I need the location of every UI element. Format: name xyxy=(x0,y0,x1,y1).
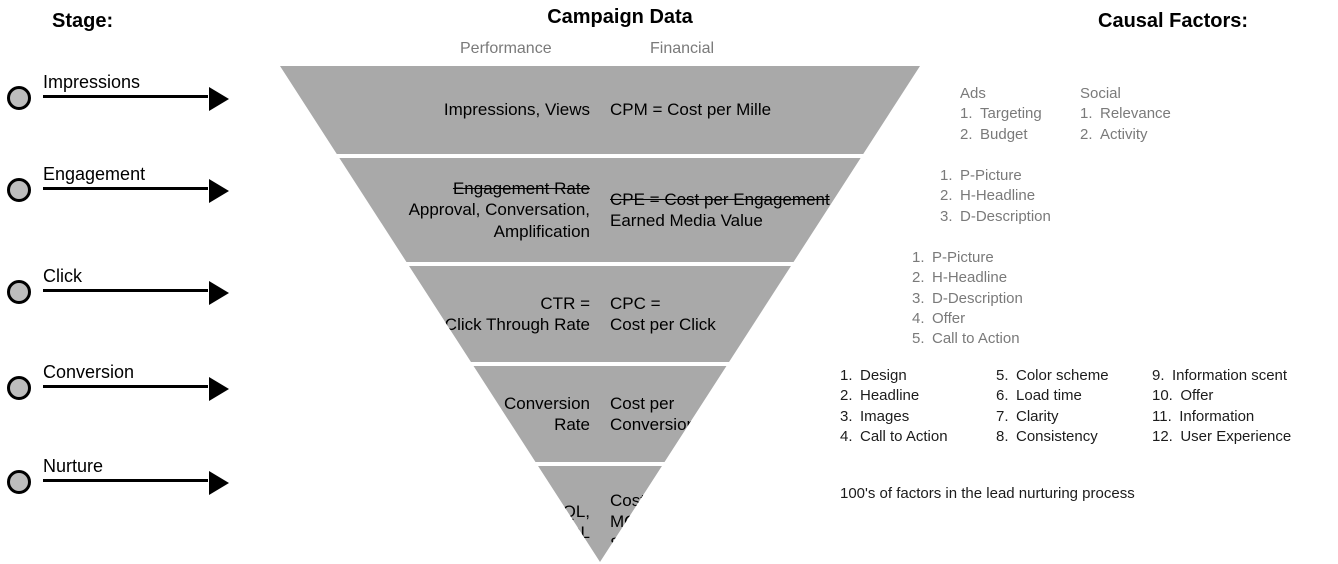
stage-arrow-engagement: Engagement xyxy=(5,170,230,210)
causal-item: 1. P-Picture xyxy=(912,248,1023,268)
stage-label: Impressions xyxy=(43,72,208,98)
funnel-performance-cell: ConversionRate xyxy=(280,366,600,462)
causal-conversion-column: 1. Design2. Headline3. Images4. Call to … xyxy=(840,366,990,447)
funnel-financial-cell: CPE = Cost per EngagementEarned Media Va… xyxy=(600,158,920,262)
causal-item: 6. Load time xyxy=(996,386,1146,406)
causal-item: 2. H-Headline xyxy=(940,186,1051,206)
funnel-text: Engagement Rate xyxy=(453,178,590,199)
arrow-head-icon xyxy=(209,179,229,203)
funnel-text: CPM = Cost per Mille xyxy=(610,99,771,120)
funnel-text: Impressions, Views xyxy=(444,99,590,120)
funnel-text: SQL xyxy=(556,522,590,543)
causal-conversion-column: 5. Color scheme6. Load time7. Clarity8. … xyxy=(996,366,1146,447)
causal-item: 9. Information scent xyxy=(1152,366,1322,386)
causal-item: 2. Headline xyxy=(840,386,990,406)
causal-ads-header: Ads xyxy=(960,84,1080,104)
causal-item: 11. Information xyxy=(1152,407,1322,427)
funnel-performance-cell: MQL,SQL xyxy=(280,466,600,562)
header-stage: Stage: xyxy=(52,10,113,33)
causal-row-impressions: Ads1. Targeting2. BudgetSocial1. Relevan… xyxy=(960,84,1210,145)
stage-label: Conversion xyxy=(43,362,208,388)
causal-item: 3. D-Description xyxy=(940,207,1051,227)
header-causal: Causal Factors: xyxy=(1098,10,1248,33)
causal-item: 8. Consistency xyxy=(996,427,1146,447)
causal-item: 1. Relevance xyxy=(1080,104,1210,124)
causal-item: 12. User Experience xyxy=(1152,427,1322,447)
funnel-text: Earned Media Value xyxy=(610,210,763,231)
funnel-text: Rate xyxy=(554,414,590,435)
causal-item: 2. Activity xyxy=(1080,125,1210,145)
causal-item: 1. Targeting xyxy=(960,104,1080,124)
subhead-financial: Financial xyxy=(650,40,714,58)
causal-item: 2. Budget xyxy=(960,125,1080,145)
funnel-row-2: CTR =Click Through RateCPC =Cost per Cli… xyxy=(280,266,920,362)
funnel-text: Conversion xyxy=(610,414,696,435)
stage-arrow-click: Click xyxy=(5,272,230,312)
funnel-text: Approval, Conversation, xyxy=(409,199,590,220)
stage-label: Nurture xyxy=(43,456,208,482)
stage-circle-icon xyxy=(7,470,31,494)
header-campaign: Campaign Data xyxy=(520,6,720,29)
causal-row-engagement: 1. P-Picture2. H-Headline3. D-Descriptio… xyxy=(940,166,1051,227)
funnel-text: Cost per xyxy=(610,490,674,511)
causal-social-header: Social xyxy=(1080,84,1210,104)
arrow-head-icon xyxy=(209,87,229,111)
causal-row-nurture: 100's of factors in the lead nurturing p… xyxy=(840,484,1135,504)
causal-item: 5. Color scheme xyxy=(996,366,1146,386)
causal-row-click: 1. P-Picture2. H-Headline3. D-Descriptio… xyxy=(912,248,1023,349)
causal-item: 10. Offer xyxy=(1152,386,1322,406)
funnel-text: CPE = Cost per Engagement xyxy=(610,189,830,210)
causal-item: 7. Clarity xyxy=(996,407,1146,427)
stage-circle-icon xyxy=(7,376,31,400)
funnel-financial-cell: CPM = Cost per Mille xyxy=(600,66,920,154)
causal-conversion-column: 9. Information scent10. Offer11. Informa… xyxy=(1152,366,1322,447)
funnel-text: CPC = xyxy=(610,293,661,314)
stage-arrow-impressions: Impressions xyxy=(5,78,230,118)
funnel-row-1: Engagement RateApproval, Conversation,Am… xyxy=(280,158,920,262)
causal-item: 4. Offer xyxy=(912,309,1023,329)
causal-item: 1. Design xyxy=(840,366,990,386)
causal-item: 3. D-Description xyxy=(912,289,1023,309)
funnel-text: Click Through Rate xyxy=(445,314,590,335)
arrow-head-icon xyxy=(209,281,229,305)
arrow-head-icon xyxy=(209,377,229,401)
funnel-text: Amplification xyxy=(494,221,590,242)
funnel-text: MQL, xyxy=(610,511,652,532)
funnel-row-4: MQL,SQLCost perMQL,SQL xyxy=(280,466,920,562)
funnel-financial-cell: Cost perMQL,SQL xyxy=(600,466,920,562)
funnel-row-0: Impressions, Views CPM = Cost per Mille xyxy=(280,66,920,154)
funnel-performance-cell: Engagement RateApproval, Conversation,Am… xyxy=(280,158,600,262)
causal-ads-column: Ads1. Targeting2. Budget xyxy=(960,84,1080,145)
causal-item: 4. Call to Action xyxy=(840,427,990,447)
causal-item: 2. H-Headline xyxy=(912,268,1023,288)
funnel-row-3: ConversionRateCost perConversion xyxy=(280,366,920,462)
stage-circle-icon xyxy=(7,86,31,110)
funnel-text: SQL xyxy=(610,533,644,554)
stage-label: Click xyxy=(43,266,208,292)
funnel-financial-cell: CPC =Cost per Click xyxy=(600,266,920,362)
stage-arrow-conversion: Conversion xyxy=(5,368,230,408)
causal-item: 3. Images xyxy=(840,407,990,427)
stage-label: Engagement xyxy=(43,164,208,190)
arrow-head-icon xyxy=(209,471,229,495)
causal-row-conversion: 1. Design2. Headline3. Images4. Call to … xyxy=(840,366,1328,447)
funnel-text: Conversion xyxy=(504,393,590,414)
funnel-performance-cell: Impressions, Views xyxy=(280,66,600,154)
funnel-text: Cost per xyxy=(610,393,674,414)
causal-social-column: Social1. Relevance2. Activity xyxy=(1080,84,1210,145)
funnel-text: MQL, xyxy=(548,501,590,522)
funnel-text: Cost per Click xyxy=(610,314,716,335)
funnel-text: CTR = xyxy=(540,293,590,314)
subhead-performance: Performance xyxy=(460,40,552,58)
causal-item: 5. Call to Action xyxy=(912,329,1023,349)
stage-circle-icon xyxy=(7,178,31,202)
stage-circle-icon xyxy=(7,280,31,304)
funnel-chart: Impressions, Views CPM = Cost per Mille En… xyxy=(280,66,920,562)
causal-item: 1. P-Picture xyxy=(940,166,1051,186)
funnel-performance-cell: CTR =Click Through Rate xyxy=(280,266,600,362)
stage-arrow-nurture: Nurture xyxy=(5,462,230,502)
